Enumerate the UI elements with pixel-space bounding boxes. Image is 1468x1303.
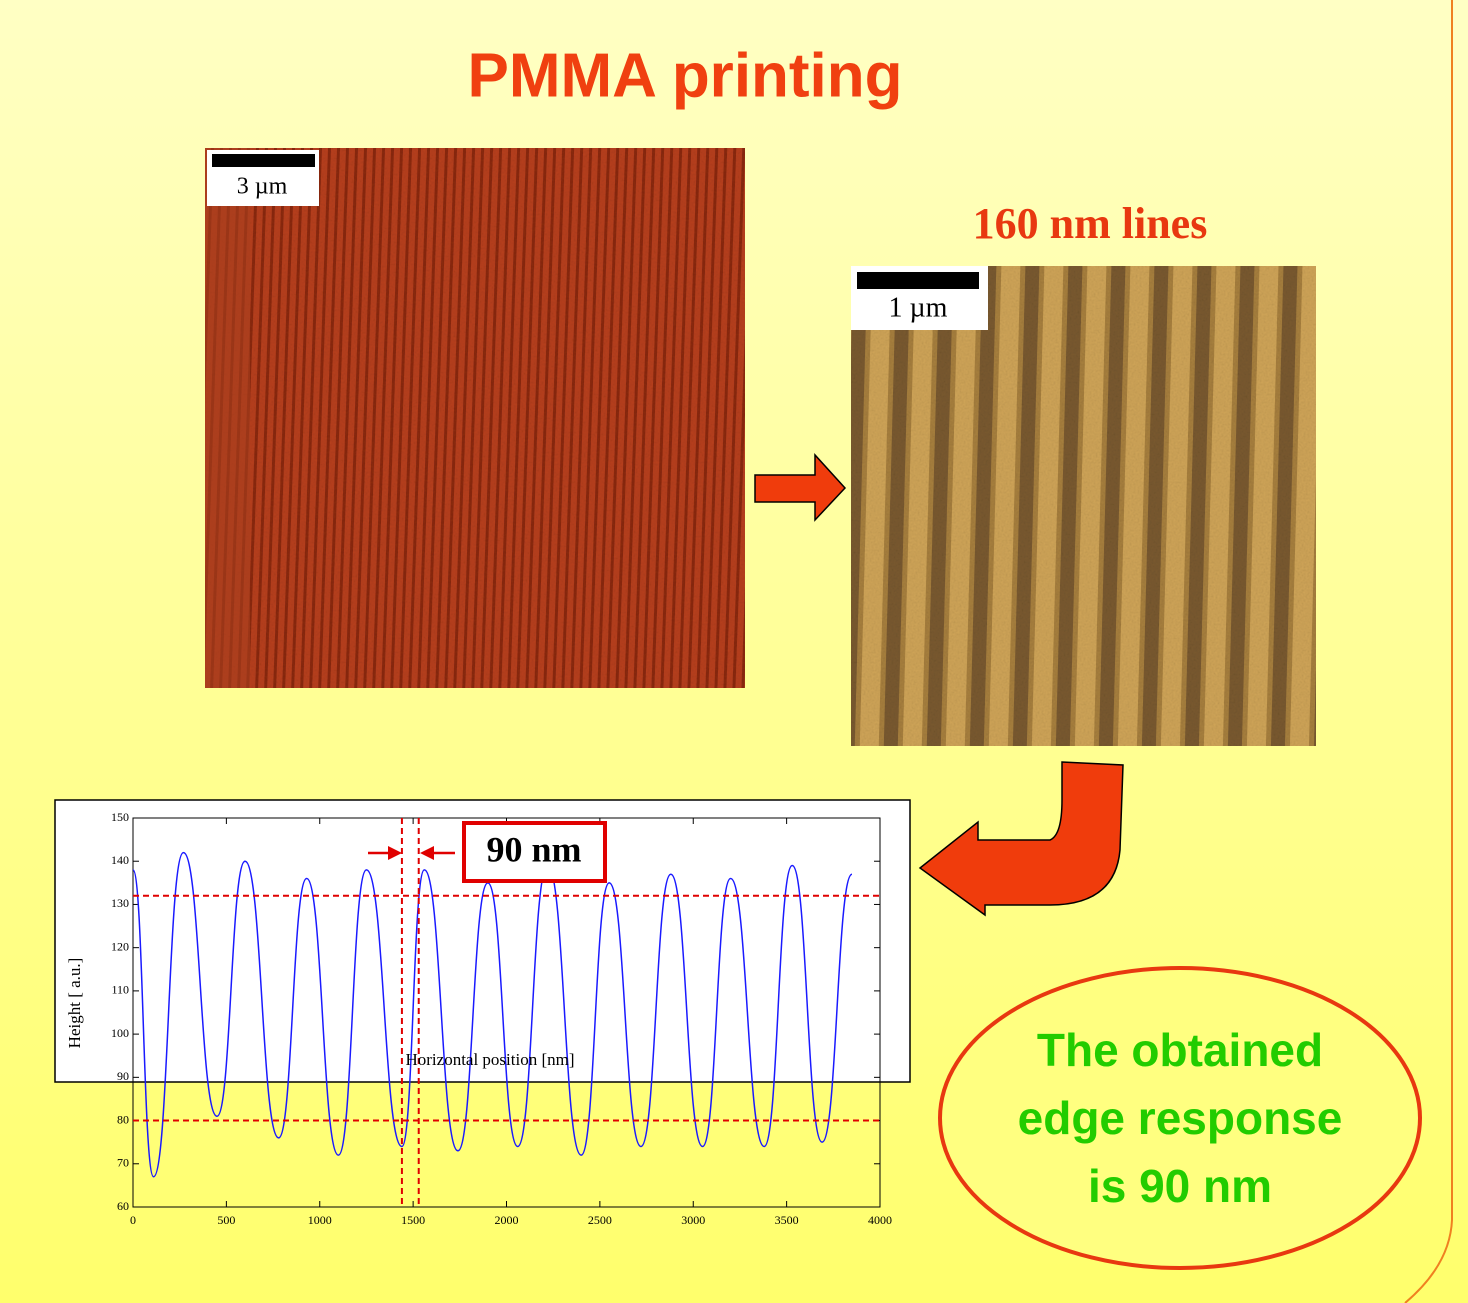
y-tick-label: 140	[111, 853, 129, 867]
y-tick-label: 110	[111, 983, 129, 997]
page: PMMA printing 3 µm 160 nm lines 1 µm 0 50…	[0, 0, 1468, 1303]
callout-line: edge response	[1018, 1092, 1343, 1144]
image-caption: 160 nm lines	[973, 199, 1208, 248]
x-tick-label: 1000	[308, 1213, 332, 1227]
slide-title: PMMA printing	[467, 41, 902, 110]
y-tick-label: 100	[111, 1026, 129, 1040]
x-tick-label: 3000	[681, 1213, 705, 1227]
x-tick-label: 3500	[775, 1213, 799, 1227]
scale-label: 1 µm	[889, 292, 948, 323]
slide: PMMA printing 3 µm 160 nm lines 1 µm 0 50…	[0, 0, 1468, 1303]
x-axis-label: Horizontal position [nm]	[405, 1050, 574, 1069]
x-tick-label: 2000	[495, 1213, 519, 1227]
x-tick-label: 1500	[401, 1213, 425, 1227]
y-tick-label: 80	[117, 1112, 129, 1126]
x-tick-label: 0	[130, 1213, 136, 1227]
y-tick-label: 90	[117, 1069, 129, 1083]
y-tick-label: 70	[117, 1156, 129, 1170]
y-axis-label: Height [ a.u.]	[65, 958, 84, 1049]
callout-line: is 90 nm	[1088, 1160, 1272, 1212]
scale-label: 3 µm	[237, 174, 288, 200]
y-tick-label: 130	[111, 896, 129, 910]
afm-image-left: 3 µm	[205, 148, 745, 688]
annotation: 90 nm	[486, 829, 581, 869]
y-tick-label: 120	[111, 939, 129, 953]
afm-image-right: 1 µm	[851, 266, 1316, 746]
x-tick-label: 2500	[588, 1213, 612, 1227]
y-tick-label: 60	[117, 1199, 129, 1213]
callout-line: The obtained	[1037, 1024, 1323, 1076]
x-tick-label: 4000	[868, 1213, 892, 1227]
y-tick-label: 150	[111, 810, 129, 824]
x-tick-label: 500	[217, 1213, 235, 1227]
